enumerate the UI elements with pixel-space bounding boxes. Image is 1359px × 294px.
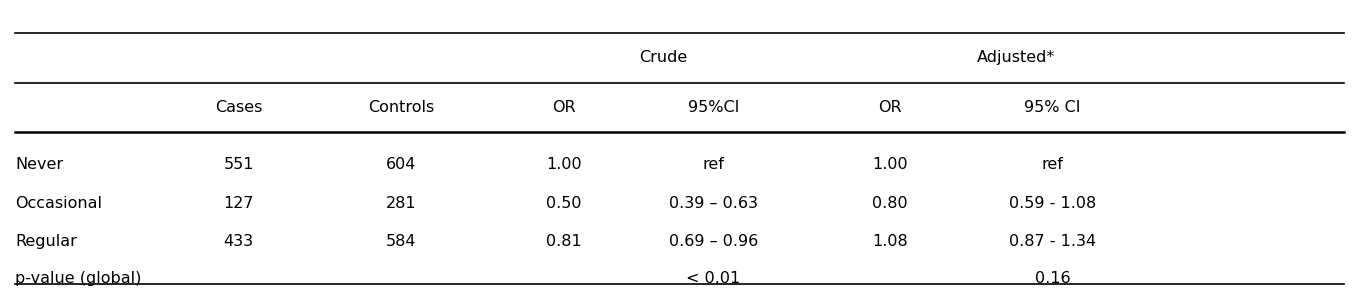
Text: 1.08: 1.08 <box>872 234 908 249</box>
Text: 1.00: 1.00 <box>546 157 582 172</box>
Text: 127: 127 <box>223 196 254 211</box>
Text: < 0.01: < 0.01 <box>686 271 741 286</box>
Text: 0.16: 0.16 <box>1034 271 1071 286</box>
Text: 95%CI: 95%CI <box>688 100 739 115</box>
Text: 1.00: 1.00 <box>872 157 908 172</box>
Text: 551: 551 <box>223 157 254 172</box>
Text: 433: 433 <box>224 234 254 249</box>
Text: OR: OR <box>552 100 576 115</box>
Text: Regular: Regular <box>15 234 77 249</box>
Text: 0.69 – 0.96: 0.69 – 0.96 <box>669 234 758 249</box>
Text: Never: Never <box>15 157 63 172</box>
Text: 95% CI: 95% CI <box>1025 100 1080 115</box>
Text: Cases: Cases <box>215 100 262 115</box>
Text: Controls: Controls <box>368 100 435 115</box>
Text: Adjusted*: Adjusted* <box>977 50 1055 65</box>
Text: 0.39 – 0.63: 0.39 – 0.63 <box>669 196 758 211</box>
Text: ref: ref <box>703 157 724 172</box>
Text: p-value (global): p-value (global) <box>15 271 141 286</box>
Text: 0.80: 0.80 <box>872 196 908 211</box>
Text: 604: 604 <box>386 157 417 172</box>
Text: OR: OR <box>878 100 901 115</box>
Text: 0.59 - 1.08: 0.59 - 1.08 <box>1008 196 1097 211</box>
Text: 0.81: 0.81 <box>546 234 582 249</box>
Text: Occasional: Occasional <box>15 196 102 211</box>
Text: 281: 281 <box>386 196 417 211</box>
Text: 0.50: 0.50 <box>546 196 582 211</box>
Text: ref: ref <box>1041 157 1063 172</box>
Text: Crude: Crude <box>639 50 688 65</box>
Text: 584: 584 <box>386 234 417 249</box>
Text: 0.87 - 1.34: 0.87 - 1.34 <box>1008 234 1095 249</box>
